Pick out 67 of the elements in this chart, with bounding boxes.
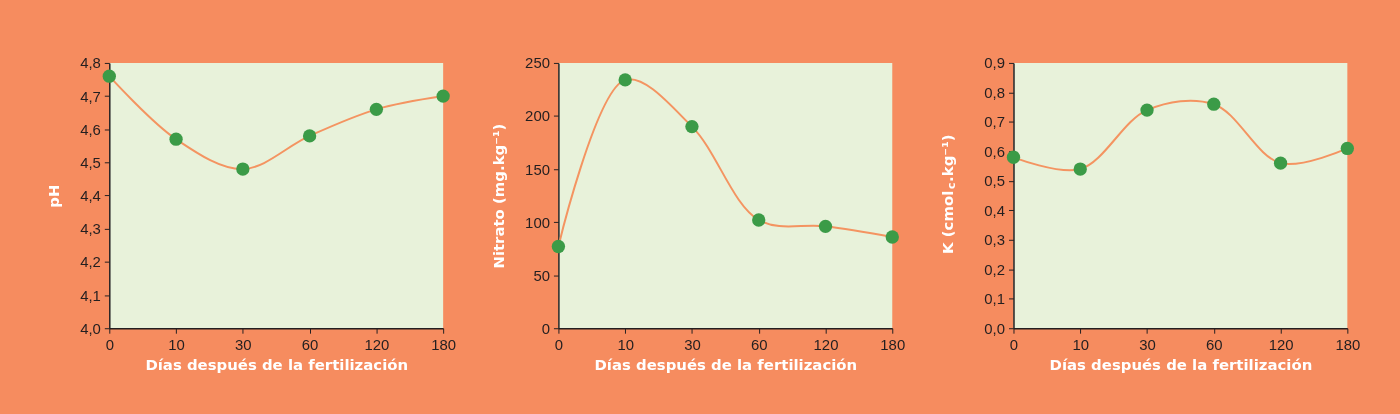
point xyxy=(169,132,183,146)
y-axis-title: Nitrato (mg.kg⁻¹) xyxy=(490,123,509,269)
y-tick-label: 0,6 xyxy=(984,143,1006,160)
y-tick-label: 250 xyxy=(525,55,550,72)
y-tick-label: 4,7 xyxy=(80,88,101,105)
x-tick-label: 30 xyxy=(1139,336,1156,353)
y-tick-label: 200 xyxy=(525,108,550,125)
x-tick-label: 30 xyxy=(684,336,701,353)
x-axis-title: Días después de la fertilización xyxy=(145,356,409,375)
y-tick-label: 0,1 xyxy=(984,291,1006,308)
y-tick-label: 0,7 xyxy=(984,114,1006,131)
y-tick-label: 4,2 xyxy=(80,254,101,271)
x-tick-label: 60 xyxy=(301,336,319,353)
x-tick-label: 0 xyxy=(1009,336,1019,353)
point xyxy=(369,102,384,117)
x-tick-label: 120 xyxy=(813,336,839,353)
y-tick-label: 4,0 xyxy=(80,320,101,337)
y-tick-label: 0,8 xyxy=(984,84,1006,101)
y-tick-label: 50 xyxy=(533,267,550,284)
x-tick-label: 0 xyxy=(554,336,564,353)
y-tick-label: 0,9 xyxy=(984,55,1006,72)
point xyxy=(752,213,766,227)
y-tick-label: 4,8 xyxy=(80,55,101,72)
x-tick-label: 180 xyxy=(880,336,906,353)
x-tick-label: 60 xyxy=(1206,336,1223,353)
y-tick-label: 0,0 xyxy=(984,320,1006,337)
point xyxy=(551,239,566,254)
y-tick-label: 0,4 xyxy=(984,202,1006,219)
x-tick-label: 30 xyxy=(235,336,252,353)
x-tick-label: 0 xyxy=(105,336,114,353)
y-tick-label: 0,3 xyxy=(984,232,1006,249)
point xyxy=(818,219,833,233)
point xyxy=(1340,141,1354,156)
y-tick-label: 100 xyxy=(525,214,550,231)
x-axis-title: Días después de la fertilización xyxy=(594,356,858,375)
point xyxy=(302,129,317,143)
x-tick-label: 120 xyxy=(364,336,390,353)
y-tick-label: 150 xyxy=(525,161,550,178)
x-tick-label: 120 xyxy=(1268,336,1294,353)
point xyxy=(236,162,250,176)
y-axis-title: K (cmolc.kg⁻¹) xyxy=(938,134,958,254)
x-tick-label: 180 xyxy=(1335,336,1361,353)
point xyxy=(618,73,632,87)
point xyxy=(1073,162,1087,176)
point xyxy=(885,230,899,244)
x-tick-label: 10 xyxy=(617,336,634,353)
point xyxy=(1140,103,1154,117)
x-tick-label: 60 xyxy=(750,336,768,353)
point xyxy=(1273,156,1288,170)
y-tick-label: 4,3 xyxy=(80,221,101,238)
point xyxy=(1006,150,1021,164)
y-tick-label: 4,4 xyxy=(80,188,101,205)
x-tick-label: 10 xyxy=(168,336,185,353)
y-tick-label: 4,5 xyxy=(80,154,101,171)
point xyxy=(436,89,450,103)
x-tick-label: 180 xyxy=(431,336,457,353)
y-tick-label: 0 xyxy=(541,320,550,337)
point xyxy=(1207,97,1221,111)
y-axis-title: pH xyxy=(45,184,64,208)
y-tick-label: 4,6 xyxy=(80,121,101,138)
point xyxy=(102,69,116,83)
x-tick-label: 10 xyxy=(1072,336,1090,353)
y-tick-label: 4,1 xyxy=(80,287,101,304)
point xyxy=(685,119,699,134)
y-tick-label: 0,5 xyxy=(984,173,1006,190)
y-tick-label: 0,2 xyxy=(984,261,1006,278)
x-axis-title: Días después de la fertilización xyxy=(1049,356,1313,375)
